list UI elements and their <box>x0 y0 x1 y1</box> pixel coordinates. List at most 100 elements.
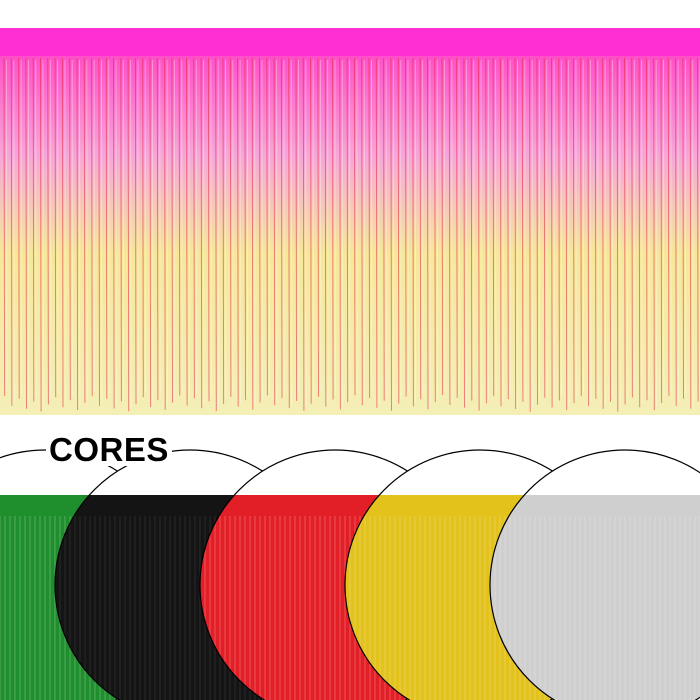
fringe-strand <box>624 57 626 405</box>
fringe-strand <box>134 57 137 405</box>
fringe-strand <box>375 57 378 408</box>
fringe-strand <box>237 57 239 407</box>
fringe-strand <box>215 57 217 412</box>
swatch-header <box>490 495 700 515</box>
fringe-strand <box>653 57 655 411</box>
fringe-strand <box>565 57 568 411</box>
fringe-strand <box>697 57 699 402</box>
fringe-strand <box>448 57 451 405</box>
fringe-strand <box>361 57 363 406</box>
swatch-fringe <box>490 513 700 700</box>
fringe-strand <box>412 57 414 407</box>
fringe-strand <box>280 57 283 399</box>
fringe-strand <box>675 57 677 406</box>
fringe-strand <box>580 57 582 397</box>
fringe-strand <box>572 57 575 404</box>
fringe-curtain-image <box>0 28 700 415</box>
fringe-strand <box>324 57 327 407</box>
fringe-strand <box>478 57 480 411</box>
fringe-strand <box>332 57 334 400</box>
fringe-strand <box>120 57 122 402</box>
fringe-strand <box>105 57 108 399</box>
fringe-strand <box>40 57 42 412</box>
fringe-strand <box>91 57 93 396</box>
fringe-strand <box>164 57 166 410</box>
fringe-strand <box>383 57 385 401</box>
fringe-strand <box>200 57 203 409</box>
fringe-strand <box>434 57 436 403</box>
fringe-strand <box>667 57 670 396</box>
color-swatches <box>0 449 700 700</box>
fringe-strand <box>142 57 144 398</box>
fringe-strand <box>259 57 261 403</box>
colors-heading: CORES <box>46 433 172 466</box>
fringe-strand <box>171 57 173 403</box>
fringe-strand <box>339 57 341 410</box>
fringe-strand <box>689 57 692 409</box>
fringe-strand <box>645 57 648 401</box>
fringe-strand <box>594 57 597 399</box>
fringe-strand <box>390 57 392 411</box>
fringe-strand <box>638 57 641 408</box>
fringe-strand <box>302 57 305 411</box>
fringe-strand <box>54 57 57 398</box>
fringe-strand <box>397 57 400 404</box>
fringe-strand <box>61 57 64 408</box>
fringe-strand <box>529 57 531 412</box>
fringe-strand <box>470 57 473 401</box>
fringe-strand <box>47 57 49 405</box>
fringe-strand <box>543 57 546 398</box>
fringe-strand <box>609 57 611 402</box>
fringe-strand <box>631 57 633 398</box>
fringe-strand <box>98 57 100 406</box>
swatch-silver <box>489 449 700 700</box>
fringe-strand <box>222 57 225 405</box>
fringe-strand <box>499 57 502 407</box>
fringe-strand <box>463 57 465 408</box>
fringe-strand <box>186 57 188 406</box>
fringe-strands <box>3 57 700 412</box>
curtain-header-band <box>0 28 700 56</box>
fringe-strand <box>32 57 35 402</box>
fringe-strand <box>405 57 407 397</box>
fringe-strand <box>310 57 312 404</box>
fringe-strand <box>521 57 524 402</box>
fringe-strand <box>113 57 115 409</box>
fringe-strand <box>288 57 290 409</box>
fringe-strand <box>419 57 422 400</box>
fringe-strand <box>10 57 13 406</box>
fringe-strand <box>76 57 79 411</box>
fringe-strand <box>3 57 6 397</box>
fringe-strand <box>127 57 130 412</box>
curtain-background <box>0 55 700 415</box>
fringe-strand <box>660 57 663 404</box>
fringe-strand <box>368 57 371 399</box>
fringe-strand <box>536 57 538 405</box>
fringe-strand <box>492 57 495 397</box>
fringe-strand <box>558 57 560 401</box>
fringe-strand <box>18 57 20 399</box>
fringe-strand <box>317 57 319 397</box>
fringe-strand <box>207 57 210 402</box>
fringe-strand <box>156 57 159 400</box>
fringe-strand <box>346 57 349 403</box>
fringe-strand <box>244 57 246 400</box>
fringe-strand <box>682 57 684 399</box>
fringe-strand <box>353 57 356 396</box>
fringe-strand <box>193 57 195 399</box>
fringe-strand <box>485 57 487 404</box>
fringe-strand <box>69 57 71 401</box>
fringe-strand <box>551 57 553 408</box>
fringe-strand <box>295 57 298 402</box>
swatch-outline <box>489 449 700 700</box>
fringe-strand <box>587 57 590 407</box>
fringe-strand <box>514 57 517 410</box>
fringe-strand <box>426 57 429 410</box>
fringe-strand <box>266 57 268 396</box>
fringe-strand <box>229 57 232 397</box>
fringe-strand <box>456 57 458 398</box>
fringe-strand <box>616 57 619 412</box>
fringe-strand <box>149 57 152 408</box>
fringe-strand <box>25 57 27 409</box>
fringe-strand <box>507 57 509 400</box>
